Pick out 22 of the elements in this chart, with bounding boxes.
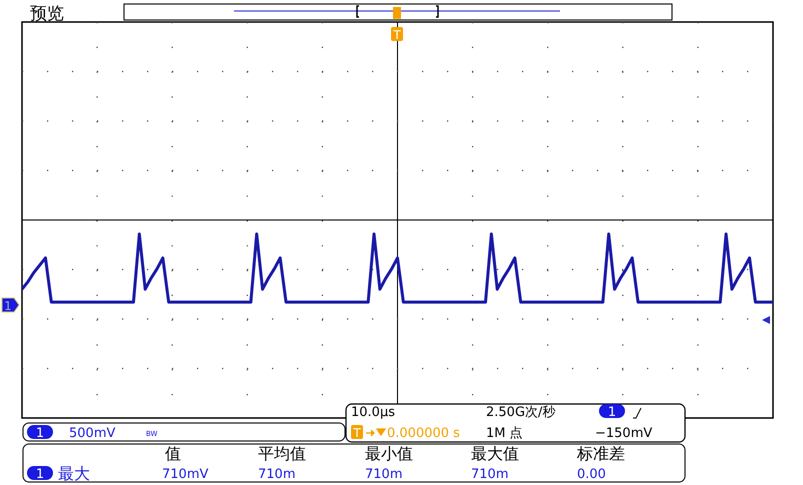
text: 平均值 bbox=[258, 444, 306, 463]
text: 值 bbox=[165, 444, 181, 463]
text: −150mV bbox=[595, 426, 652, 441]
text: 最小值 bbox=[365, 444, 413, 463]
text: 最大值 bbox=[471, 444, 519, 463]
text: 0.00 bbox=[577, 467, 606, 482]
text: 710m bbox=[365, 467, 402, 482]
trigger-marker: T bbox=[351, 425, 363, 440]
chart-title: 预览 bbox=[30, 4, 64, 24]
text: 500mV bbox=[69, 426, 116, 441]
annotation: 10.0µs bbox=[351, 405, 396, 420]
text: 710m bbox=[471, 467, 508, 482]
trigger-marker: T bbox=[391, 27, 403, 42]
annotation: 2.50G次/秒 bbox=[486, 405, 556, 420]
text: 710m bbox=[258, 467, 296, 482]
text: 0.000000 s bbox=[387, 426, 460, 441]
text: 710mV bbox=[162, 467, 208, 482]
text: 标准差 bbox=[576, 444, 625, 463]
text: 1M 点 bbox=[486, 426, 523, 441]
text: 最大 bbox=[58, 464, 90, 483]
annotation: 1 bbox=[608, 405, 616, 420]
channel-marker: 1 bbox=[2, 298, 20, 313]
